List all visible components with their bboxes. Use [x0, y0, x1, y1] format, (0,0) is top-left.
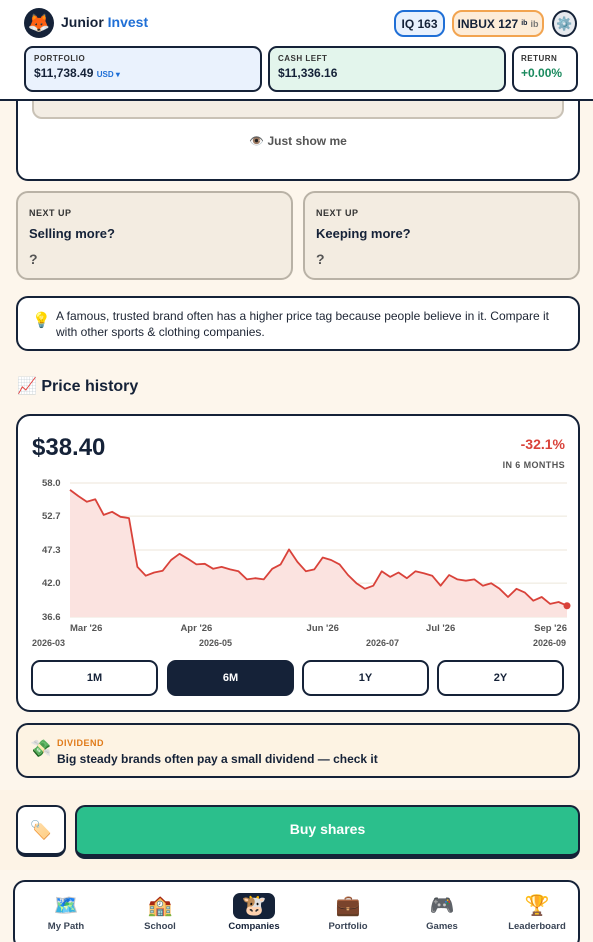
x-tick-label: Apr '26 — [180, 623, 212, 634]
price-change: -32.1% — [520, 436, 565, 452]
stat-label: CASH LEFT — [278, 54, 328, 63]
nav-item[interactable]: 💼 Portfolio — [303, 893, 393, 932]
y-tick-label: 47.3 — [42, 545, 61, 556]
nav-item[interactable]: 🏆 Leaderboard — [492, 893, 582, 932]
tip-text: A famous, trusted brand often has a high… — [56, 309, 549, 339]
price-area — [70, 489, 567, 617]
currency-select[interactable]: USD ▾ — [96, 70, 120, 79]
nav-icon: 🏫 — [147, 895, 173, 917]
next-up-answer: ? — [316, 251, 325, 267]
stat-value: $11,738.49 — [34, 66, 94, 80]
next-up-card[interactable]: NEXT UP Selling more? ? — [16, 191, 293, 280]
x-tick-label: Mar '26 — [70, 623, 102, 634]
bottom-nav — [13, 880, 580, 942]
change-period: IN 6 MONTHS — [502, 460, 565, 470]
tag-button[interactable]: 🏷️ — [16, 805, 66, 857]
dividend-label: DIVIDEND — [57, 738, 105, 748]
range-label: 2026-07 — [365, 638, 399, 648]
nav-label: School — [144, 921, 176, 932]
y-tick-label: 42.0 — [42, 578, 61, 589]
nav-icon: 💼 — [335, 895, 361, 917]
nav-icon: 🏆 — [524, 895, 550, 917]
nav-label: Portfolio — [328, 921, 368, 932]
stat-value: $11,336.16 — [278, 66, 338, 80]
next-up-label: NEXT UP — [316, 208, 359, 218]
nav-label: Leaderboard — [508, 921, 566, 932]
range-label: 2026-05 — [198, 638, 233, 648]
stat-value: +0.00% — [521, 66, 563, 80]
price-chart: 58.0 52.7 47.3 42.0 36.6 Mar '26 Apr '26 Jun '2… — [42, 478, 571, 634]
stat-label: PORTFOLIO — [34, 54, 86, 63]
next-up-card[interactable]: NEXT UP Keeping more? ? — [303, 191, 580, 280]
header: 🦊 Junior Invest IQ 163 INBUX 127 ib ib ⚙️ … — [0, 0, 593, 101]
next-up-title: Selling more? — [29, 226, 115, 241]
x-tick-label: Jul '26 — [426, 623, 455, 634]
stat-card: PORTFOLIO $11,738.49 USD ▾ — [24, 46, 262, 92]
stat-label: RETURN — [521, 54, 558, 63]
range-label: 2026-09 — [532, 638, 566, 648]
y-tick-label: 58.0 — [42, 478, 61, 489]
nav-item[interactable]: 🎮 Games — [397, 893, 487, 932]
stat-card: RETURN +0.00% — [512, 46, 578, 92]
nav-label: Games — [426, 921, 458, 932]
x-tick-label: Jun '26 — [307, 623, 339, 634]
nav-icon: 🐮 — [233, 893, 275, 919]
range-button[interactable]: 2Y — [437, 660, 564, 696]
dividend-icon: 💸 — [30, 739, 52, 758]
price-line — [69, 489, 568, 607]
nav-item[interactable]: 🗺️ My Path — [21, 893, 111, 932]
brand-accent: Invest — [107, 14, 149, 30]
section-title: 📈 Price history — [17, 378, 139, 395]
price: $38.40 — [32, 434, 106, 461]
tip-icon: 💡 — [32, 312, 51, 329]
y-tick-label: 36.6 — [42, 612, 61, 623]
next-up-label: NEXT UP — [29, 208, 72, 218]
nav-item[interactable]: 🏫 School — [115, 893, 205, 932]
settings-button[interactable]: ⚙️ — [552, 10, 577, 37]
range-button[interactable]: 6M — [167, 660, 294, 696]
nav-icon: 🗺️ — [53, 895, 79, 917]
logo: 🦊 — [24, 8, 54, 38]
nav-label: Companies — [228, 921, 280, 932]
range-label: 2026-03 — [32, 638, 66, 648]
inbux-value: INBUX 127 — [457, 16, 519, 31]
nav-icon: 🎮 — [429, 895, 455, 917]
nav-label: My Path — [47, 921, 85, 932]
x-tick-label: Sep '26 — [534, 623, 567, 634]
reveal-button[interactable]: 👁️ Just show me — [249, 134, 347, 148]
next-up-answer: ? — [29, 251, 38, 267]
range-labels: 2026-03 2026-05 2026-07 2026-09 — [32, 638, 566, 648]
inbux-unit: ib — [530, 18, 539, 29]
dividend-text: Big steady brands often pay a small divi… — [57, 752, 378, 766]
inbux-pill[interactable]: INBUX 127 ib ib — [452, 10, 544, 37]
last-point — [563, 602, 571, 610]
inbux-badge: ib — [521, 20, 528, 27]
nav-item[interactable]: 🐮 Companies — [209, 893, 299, 932]
y-tick-label: 52.7 — [42, 511, 61, 522]
range-button[interactable]: 1Y — [302, 660, 429, 696]
brand: Junior Invest — [61, 14, 148, 30]
action-bar: 🏷️ Buy shares — [0, 790, 593, 870]
stat-card: CASH LEFT $11,336.16 — [268, 46, 506, 92]
next-up-title: Keeping more? — [316, 226, 411, 241]
iq-pill[interactable]: IQ 163 — [394, 10, 445, 37]
tip-card: 💡 A famous, trusted brand often has a hi… — [16, 296, 580, 351]
dividend-card: 💸 DIVIDEND Big steady brands often pay a… — [16, 723, 580, 778]
brand-name: Junior — [61, 14, 104, 30]
buy-button[interactable]: Buy shares — [75, 805, 580, 859]
range-button[interactable]: 1M — [31, 660, 158, 696]
